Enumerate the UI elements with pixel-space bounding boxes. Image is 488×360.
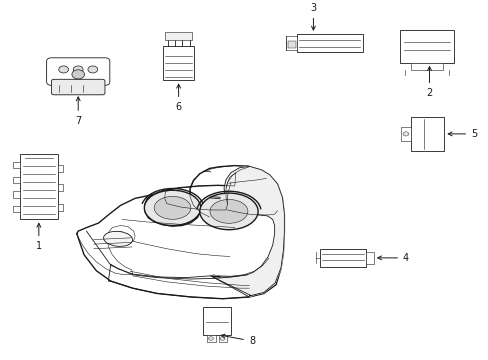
Circle shape [208,337,213,340]
Bar [163,46,194,80]
Text: 7: 7 [75,97,81,126]
Circle shape [72,70,84,79]
Bar [410,63,442,70]
Polygon shape [77,166,284,299]
Ellipse shape [209,199,247,223]
Polygon shape [210,166,284,296]
Circle shape [220,337,224,340]
FancyBboxPatch shape [51,79,105,95]
Text: 2: 2 [426,67,432,98]
Bar [296,34,362,52]
Bar [165,32,192,40]
Bar [410,117,444,151]
Ellipse shape [200,193,258,230]
Ellipse shape [144,190,201,225]
Bar [58,184,62,191]
Circle shape [88,66,98,73]
FancyBboxPatch shape [46,58,110,85]
Bar [366,252,373,264]
Bar [13,162,20,168]
Ellipse shape [103,231,132,246]
Bar [206,335,215,342]
Bar [287,41,295,48]
Bar [203,307,231,335]
Text: 8: 8 [221,334,254,346]
Text: 3: 3 [310,3,316,30]
Bar [58,204,62,211]
Circle shape [73,66,83,73]
Bar [13,176,20,183]
Bar [400,127,410,141]
Bar [286,36,296,50]
Bar [13,191,20,198]
Circle shape [59,66,68,73]
Ellipse shape [154,197,190,219]
Bar [399,30,453,63]
Polygon shape [108,264,249,299]
Text: 1: 1 [36,223,42,251]
Bar [319,249,366,267]
Text: 6: 6 [175,84,182,112]
Text: 5: 5 [447,129,476,139]
Bar [13,206,20,212]
Circle shape [402,132,408,136]
Bar [20,154,58,220]
Bar [58,165,62,172]
Text: 4: 4 [377,253,408,263]
Bar [218,335,227,342]
